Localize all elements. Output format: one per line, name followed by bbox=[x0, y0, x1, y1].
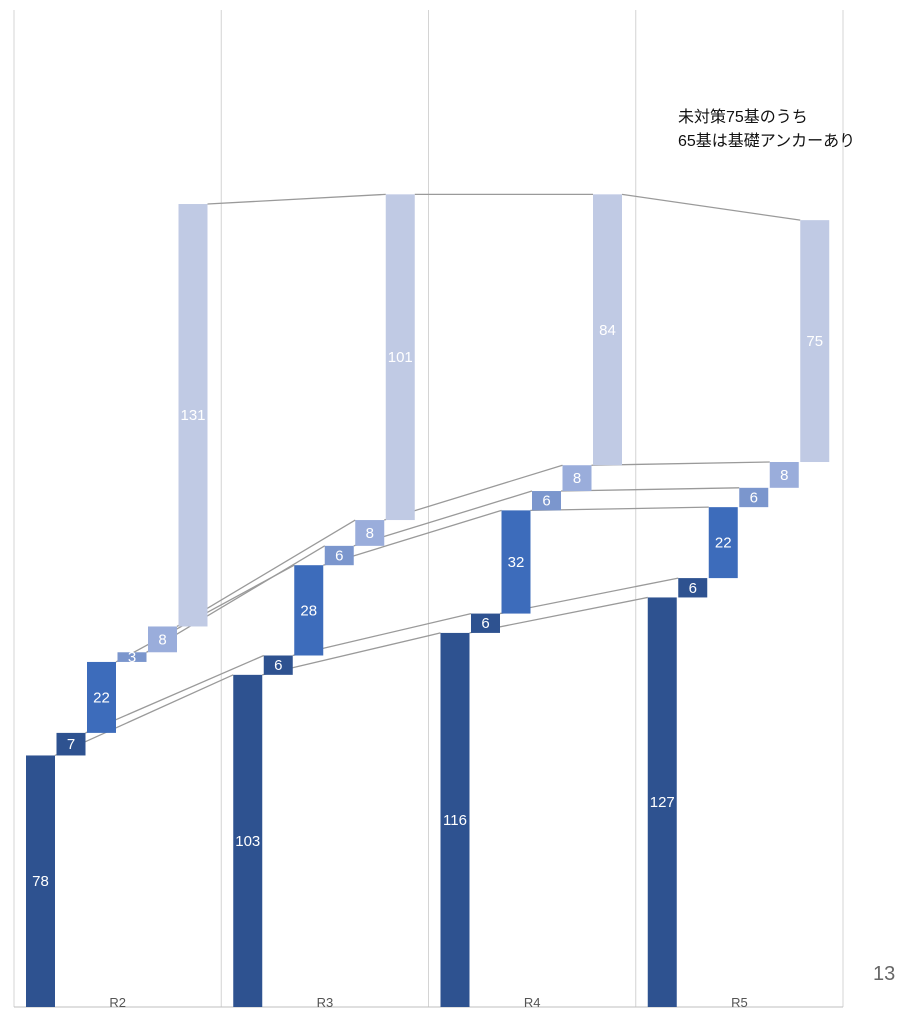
bar-segment bbox=[471, 613, 500, 633]
bar-segment bbox=[440, 632, 470, 1007]
data-label: 6 bbox=[542, 493, 550, 510]
bar-segment bbox=[708, 507, 738, 579]
bar-segment bbox=[769, 462, 799, 488]
bar-segment bbox=[355, 520, 385, 546]
bar-segment bbox=[739, 487, 769, 508]
x-tick-label: R5 bbox=[731, 995, 748, 1010]
annotation-line-1: 未対策75基のうち bbox=[678, 109, 808, 126]
bar-segment bbox=[148, 626, 177, 653]
data-label: 131 bbox=[180, 407, 205, 424]
bar-segment bbox=[593, 194, 622, 466]
data-label: 6 bbox=[689, 580, 697, 597]
bar-segment bbox=[263, 655, 293, 675]
annotation-line-2: 65基は基礎アンカーあり bbox=[678, 133, 856, 150]
data-label: 8 bbox=[366, 525, 374, 542]
connector-line bbox=[207, 193, 386, 205]
annotation: 未対策75基のうち 65基は基礎アンカーあり bbox=[678, 106, 855, 154]
x-tick-label: R3 bbox=[317, 995, 334, 1010]
bar-segment bbox=[233, 674, 263, 1007]
bar-segment bbox=[678, 578, 708, 598]
data-label: 75 bbox=[806, 333, 823, 350]
data-label: 101 bbox=[388, 349, 413, 366]
data-label: 22 bbox=[715, 535, 732, 552]
data-label: 22 bbox=[93, 689, 110, 706]
data-label: 116 bbox=[443, 812, 467, 829]
bar-segment bbox=[532, 491, 561, 511]
connector-line bbox=[621, 193, 801, 221]
data-label: 8 bbox=[573, 470, 581, 487]
data-label: 8 bbox=[780, 467, 788, 484]
page-number: 13 bbox=[873, 963, 896, 985]
bar-segment bbox=[117, 652, 147, 662]
data-label: 6 bbox=[481, 615, 489, 632]
bar-segment bbox=[324, 545, 354, 566]
bar-segment bbox=[562, 465, 592, 492]
data-label: 3 bbox=[128, 649, 136, 666]
data-label: 103 bbox=[235, 833, 260, 850]
bar-segment bbox=[56, 732, 86, 756]
data-label: 7 bbox=[67, 736, 75, 753]
bar-segment bbox=[647, 597, 677, 1007]
data-label: 32 bbox=[508, 554, 525, 571]
bar-segment bbox=[294, 565, 324, 656]
data-label: 78 bbox=[32, 873, 49, 890]
x-tick-label: R4 bbox=[524, 995, 541, 1010]
x-tick-label: R2 bbox=[109, 995, 126, 1010]
bar-segment bbox=[87, 661, 116, 733]
bar-segment bbox=[501, 510, 531, 614]
bar-segment bbox=[178, 204, 208, 627]
data-label: 6 bbox=[750, 489, 758, 506]
bar-segment bbox=[385, 194, 415, 521]
bar-segment bbox=[800, 220, 830, 463]
bar-segment bbox=[26, 755, 55, 1007]
data-label: 28 bbox=[300, 602, 317, 619]
data-label: 84 bbox=[599, 322, 616, 339]
data-label: 8 bbox=[158, 631, 166, 648]
data-label: 6 bbox=[274, 657, 282, 674]
data-label: 6 bbox=[335, 548, 343, 565]
data-label: 127 bbox=[650, 794, 675, 811]
